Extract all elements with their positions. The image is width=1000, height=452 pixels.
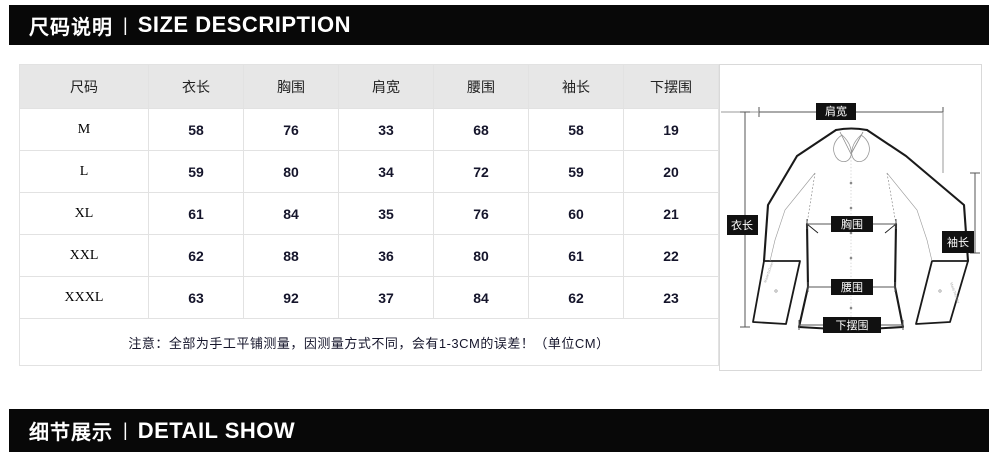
svg-text:胸围: 胸围 (841, 217, 863, 231)
svg-text:下摆围: 下摆围 (836, 318, 869, 332)
svg-text:肩宽: 肩宽 (825, 104, 847, 118)
svg-text:袖长: 袖长 (947, 235, 969, 249)
svg-text:衣长: 衣长 (731, 218, 753, 232)
svg-text:腰围: 腰围 (841, 281, 863, 294)
